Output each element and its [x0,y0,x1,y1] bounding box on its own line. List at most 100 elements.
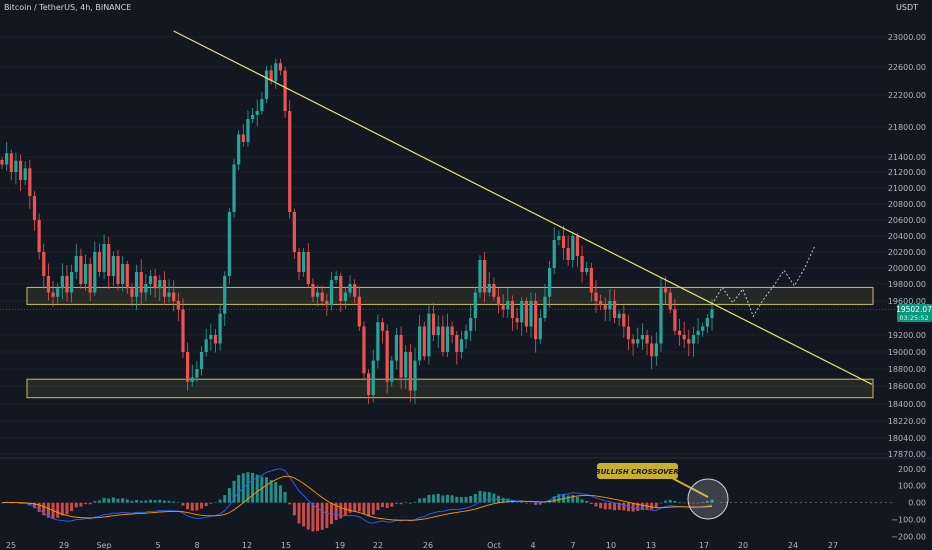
histogram-bar [381,502,385,508]
price-tick-label: 20400.00 [888,232,926,241]
candle-body [645,335,649,344]
candle-body [408,352,412,391]
candle-body [278,63,283,71]
time-tick-label: 8 [194,541,199,550]
candle-body [65,276,69,293]
histogram-bar [390,502,394,507]
candle-body [464,330,468,340]
histogram-bar [557,494,561,503]
candle-body [427,313,431,357]
histogram-bar [269,480,273,503]
candle-body [376,322,380,361]
candle-body [445,326,450,352]
histogram-bar [107,498,111,503]
candle-body [696,330,700,335]
candle-body [162,280,167,297]
candle-body [302,252,306,272]
candle-body [348,284,352,293]
histogram-bar [682,502,686,504]
candle-body [436,326,440,335]
current-price-label: 19502.07 [896,305,932,314]
candle-body [673,309,677,331]
candle-body [622,313,626,327]
histogram-bar [613,502,617,511]
candle-body [320,292,324,301]
candle-body [362,326,366,374]
current-price-tag: 19502.07 03:25:52 [896,304,932,322]
candle-body [60,276,64,289]
histogram-bar [246,472,250,503]
price-axis: 23000.00 22600.00 22200.00 21800.00 21400.00… [888,33,926,459]
histogram-bar [200,502,204,509]
histogram-bar [283,491,287,503]
histogram-bar [292,502,296,516]
histogram-bar [371,502,375,515]
histogram-bar [297,502,301,524]
histogram-bar [278,485,282,503]
candle-body [176,301,180,310]
candle-body [668,292,672,310]
histogram-bar [399,502,403,505]
candle-body [710,309,714,318]
price-tick-label: 19200.00 [888,331,926,340]
histogram-bar [139,500,143,503]
candle-body [18,160,23,180]
price-tick-label: 19800.00 [888,280,926,289]
candle-body [650,343,654,357]
histogram-bar [79,502,83,507]
candle-body [70,272,74,293]
histogram-bar [668,499,672,503]
histogram-bar [362,502,366,515]
histogram-bar [599,502,603,509]
candle-body [190,377,194,382]
candle-body [404,352,408,378]
candle-body [297,252,301,272]
histogram-bar [32,502,36,509]
candle-body [97,252,102,272]
time-tick-label: 12 [242,541,252,550]
candle-body [636,339,640,344]
price-tick-label: 22600.00 [888,63,926,72]
candle-body [148,276,153,284]
candle-body [232,164,236,212]
candle-body [543,296,547,318]
histogram-bar [93,501,97,503]
currency-label: USDT [896,3,918,12]
time-tick-label: 24 [788,541,798,550]
candle-body [42,252,46,276]
candle-body [125,264,129,289]
histogram-bar [445,494,449,503]
histogram-bar [274,482,278,503]
candle-body [121,264,125,284]
oscillator-pane [0,468,895,532]
candle-body [617,313,621,318]
osc-tick-label: 200.00 [898,465,926,474]
histogram-bar [691,502,695,504]
candle-body [357,296,361,327]
histogram-bar [260,476,264,503]
candle-body [223,276,227,314]
price-tick-label: 21800.00 [888,123,926,132]
candle-body [32,196,37,220]
candle-body [538,318,542,340]
histogram-bar [404,502,408,503]
candle-body [181,309,185,352]
price-tick-label: 20200.00 [888,248,926,257]
candle-body [186,352,190,382]
histogram-bar [464,496,468,503]
time-tick-label: 22 [373,541,383,550]
candle-body [608,301,612,310]
histogram-bar [487,492,491,503]
annotation-arrow [671,477,709,498]
candle-body [315,292,320,297]
candle-body [288,111,292,212]
histogram-bar [144,500,148,503]
histogram-bar [678,501,682,503]
support-zone [26,378,874,399]
candle-body [250,115,255,119]
osc-tick-label: −100.00 [891,516,926,525]
candle-body [74,256,78,272]
candle-body [306,252,310,284]
candle-body [450,326,454,335]
